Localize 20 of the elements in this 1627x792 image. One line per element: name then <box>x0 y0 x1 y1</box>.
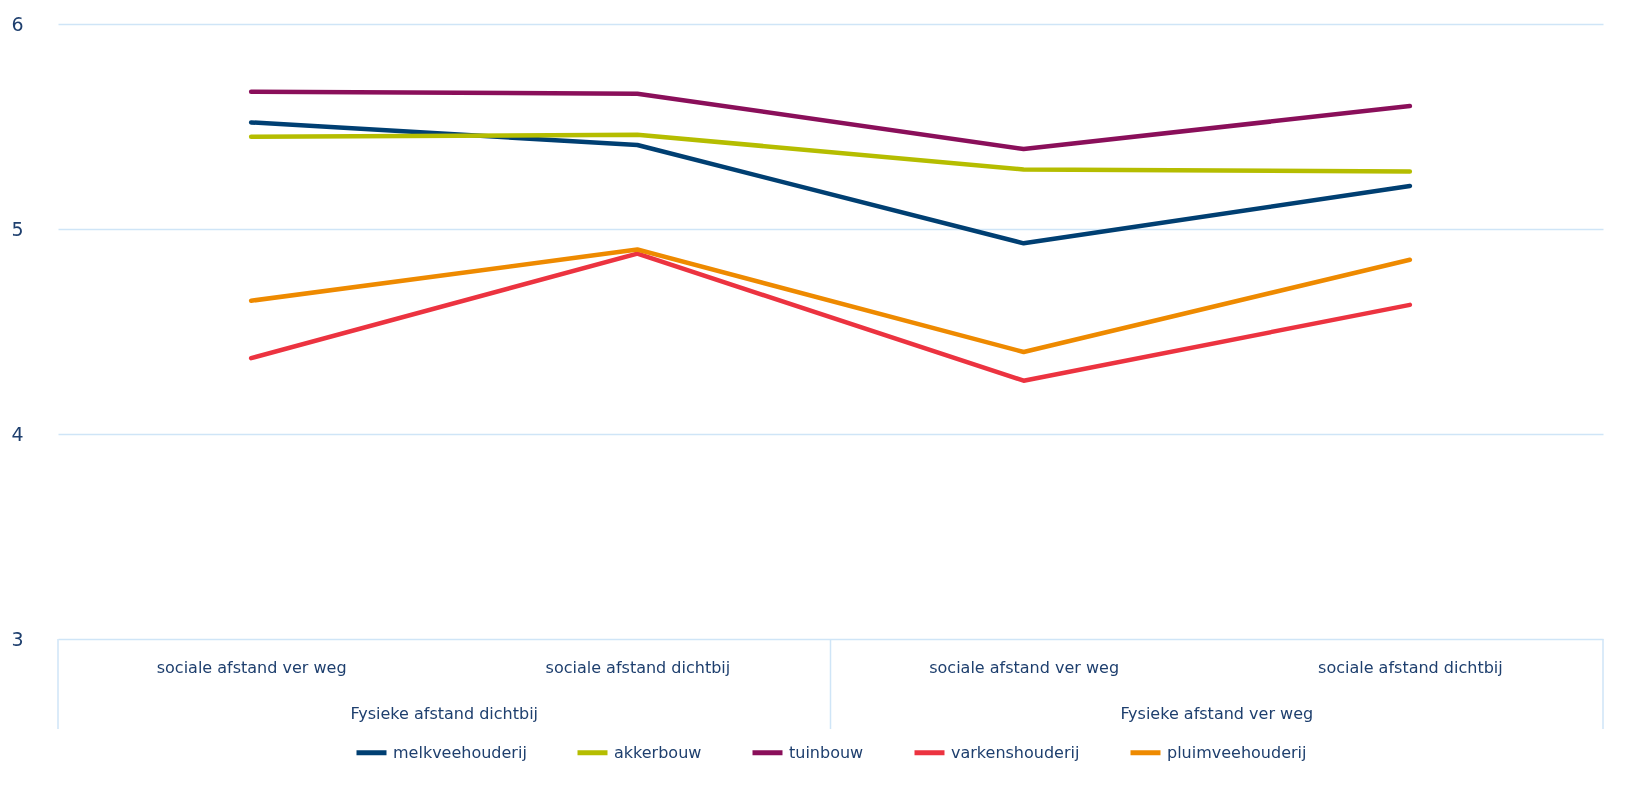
x-tick-label: sociale afstand dichtbij <box>545 657 731 677</box>
legend-label: melkveehouderij <box>393 742 527 762</box>
y-tick-label: 3 <box>11 627 24 650</box>
y-tick-label: 6 <box>11 12 24 35</box>
x-tick-label: sociale afstand ver weg <box>929 657 1120 677</box>
legend-label: varkenshouderij <box>951 742 1080 762</box>
legend-label: tuinbouw <box>789 742 864 762</box>
line-series <box>248 132 1413 174</box>
text: Fysieke afstand ver weg <box>1120 704 1314 723</box>
text: Fysieke afstand dichtbij <box>350 704 539 723</box>
x-tick-label: sociale afstand dichtbij <box>1318 657 1503 677</box>
y-tick-label: 4 <box>11 422 24 445</box>
line-series <box>248 120 1413 246</box>
legend-label: pluimveehouderij <box>1167 742 1307 762</box>
line-series <box>248 89 1413 152</box>
line-series <box>248 251 1413 383</box>
line-series <box>248 247 1413 355</box>
y-tick-label: 5 <box>11 217 24 240</box>
x-tick-label: sociale afstand ver weg <box>156 657 347 677</box>
legend-label: akkerbouw <box>614 742 702 762</box>
